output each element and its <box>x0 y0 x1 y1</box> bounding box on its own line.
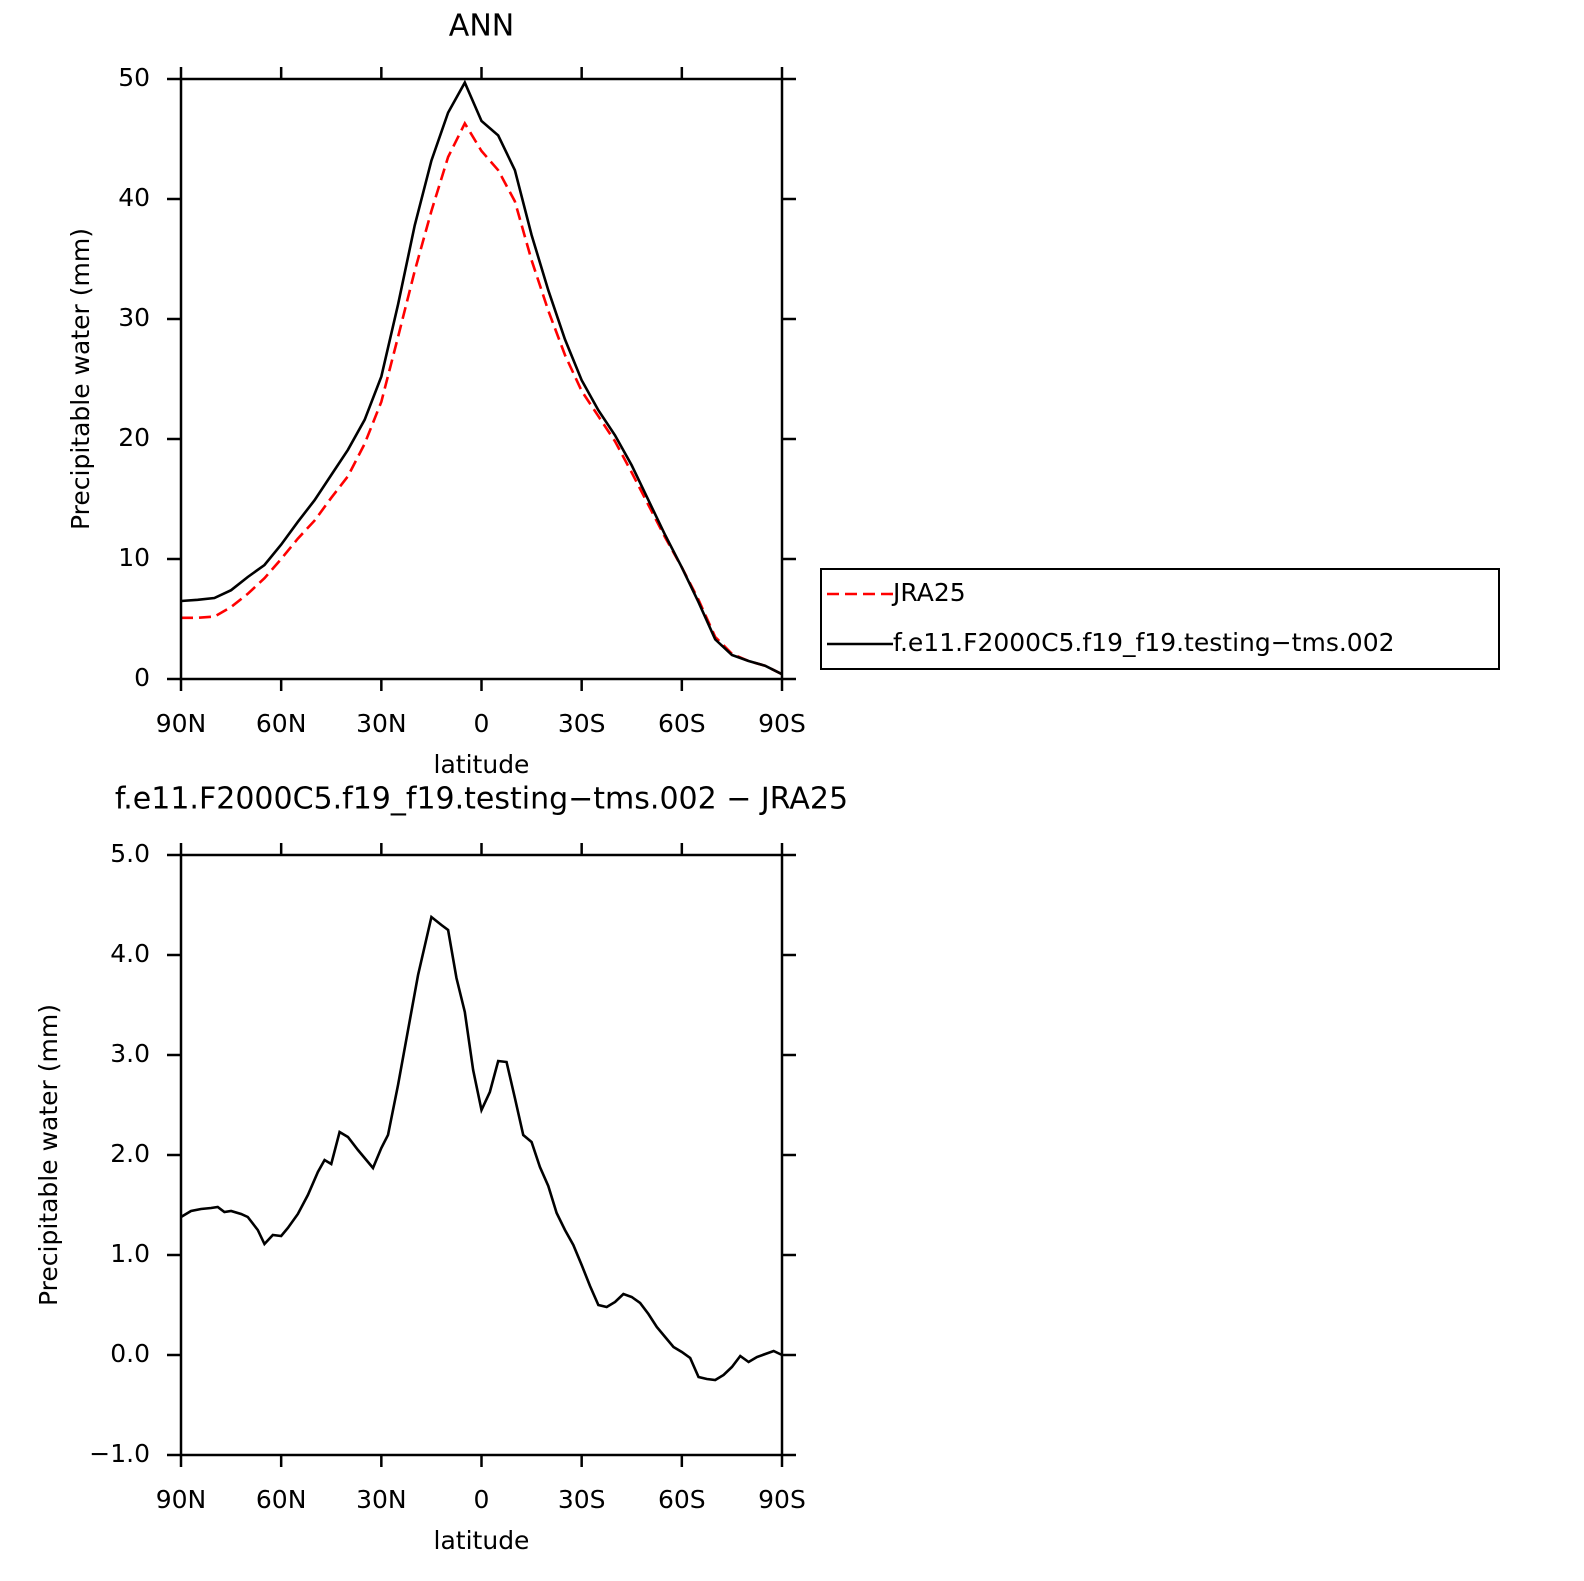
x-tick-label: 90N <box>156 1485 207 1514</box>
y-tick-label: 30 <box>118 303 150 332</box>
legend-box <box>820 568 1500 670</box>
data-line <box>180 79 783 676</box>
x-tick-label: 30S <box>558 709 606 738</box>
y-tick-label: 40 <box>118 183 150 212</box>
legend-label: JRA25 <box>891 578 966 607</box>
y-tick-label: 10 <box>118 543 150 572</box>
x-tick-label: 30S <box>558 1485 606 1514</box>
y-tick-label: 3.0 <box>110 1039 150 1068</box>
chart-title: f.e11.F2000C5.f19_f19.testing−tms.002 − … <box>115 782 848 817</box>
chart-title: ANN <box>449 9 514 44</box>
legend-label: f.e11.F2000C5.f19_f19.testing−tms.002 <box>893 628 1395 657</box>
y-tick-label: 20 <box>118 423 150 452</box>
x-tick-label: 90S <box>758 1485 806 1514</box>
y-tick-label: 50 <box>118 63 150 92</box>
y-tick-label: 0 <box>134 663 150 692</box>
plot-frame <box>179 77 784 681</box>
x-tick-label: 90N <box>156 709 207 738</box>
y-tick-label: 1.0 <box>110 1239 150 1268</box>
x-axis-label: latitude <box>434 1526 530 1555</box>
x-axis-label: latitude <box>434 750 530 779</box>
y-tick-label: 0.0 <box>110 1339 150 1368</box>
x-tick-label: 90S <box>758 709 806 738</box>
x-tick-label: 0 <box>474 1485 490 1514</box>
y-tick-label: −1.0 <box>89 1439 150 1468</box>
x-tick-label: 30N <box>356 1485 407 1514</box>
data-line <box>180 914 783 1382</box>
plot-frame <box>179 853 784 1457</box>
data-line <box>181 120 783 676</box>
x-tick-label: 60S <box>658 1485 706 1514</box>
x-tick-label: 60S <box>658 709 706 738</box>
y-axis-label: Precipitable water (mm) <box>34 1004 63 1306</box>
y-tick-label: 5.0 <box>110 839 150 868</box>
x-tick-label: 60N <box>256 1485 307 1514</box>
x-tick-label: 0 <box>474 709 490 738</box>
x-tick-label: 60N <box>256 709 307 738</box>
y-tick-label: 4.0 <box>110 939 150 968</box>
x-tick-label: 30N <box>356 709 407 738</box>
y-tick-label: 2.0 <box>110 1139 150 1168</box>
y-axis-label: Precipitable water (mm) <box>66 228 95 530</box>
